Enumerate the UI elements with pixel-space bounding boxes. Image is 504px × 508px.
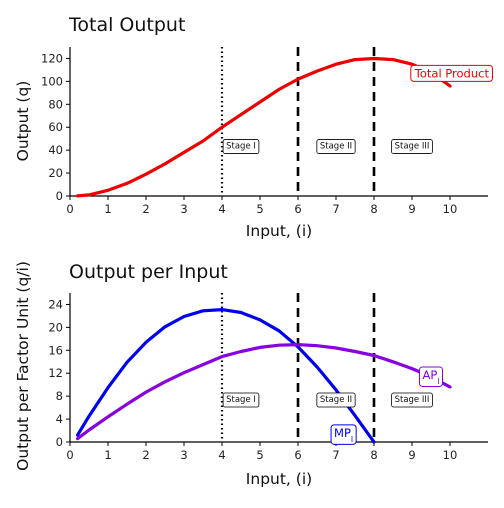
x-tick-label: 3 <box>180 448 187 462</box>
y-tick-label: 0 <box>56 189 63 203</box>
x-tick-label: 8 <box>370 448 377 462</box>
y-tick-label: 16 <box>48 343 63 357</box>
curve-label-box <box>418 366 444 387</box>
x-tick-label: 1 <box>104 448 111 462</box>
x-tick-label: 3 <box>180 202 187 216</box>
stage-label: Stage III <box>395 142 430 152</box>
x-axis-title: Input, (i) <box>246 470 312 488</box>
x-tick-label: 7 <box>332 448 339 462</box>
stage-label: Stage III <box>395 395 430 405</box>
x-tick-label: 1 <box>104 202 111 216</box>
x-tick-label: 6 <box>294 202 301 216</box>
stage-label-box <box>222 392 260 408</box>
curve-label-box <box>410 64 493 82</box>
y-tick-label: 4 <box>56 412 63 426</box>
panel-output-per-input: Output per Input Input, (i) Output per F… <box>14 261 488 488</box>
x-tick-label: 2 <box>142 448 149 462</box>
x-tick-label: 10 <box>443 448 458 462</box>
y-tick-label: 100 <box>41 74 63 88</box>
curve-label: Total Product <box>414 66 490 80</box>
x-tick-label: 0 <box>66 448 73 462</box>
stage-label-box <box>391 392 433 408</box>
curve-label-box <box>330 424 357 445</box>
stage-label-box <box>316 139 356 154</box>
y-tick-label: 60 <box>48 120 63 134</box>
series-line <box>76 343 452 441</box>
x-tick-label: 10 <box>443 202 458 216</box>
y-tick-label: 8 <box>56 389 63 403</box>
x-tick-label: 2 <box>142 202 149 216</box>
series-line <box>76 308 376 444</box>
x-tick-label: 6 <box>294 448 301 462</box>
y-axis-title: Output (q) <box>14 81 32 162</box>
y-tick-label: 80 <box>48 97 63 111</box>
stage-label-box <box>391 139 433 154</box>
x-axis-title: Input, (i) <box>246 222 312 240</box>
y-tick-label: 20 <box>48 320 63 334</box>
x-tick-label: 9 <box>408 202 415 216</box>
x-tick-label: 5 <box>256 202 263 216</box>
chart-title: Output per Input <box>69 261 228 283</box>
y-axis-title: Output per Factor Unit (q/i) <box>14 261 32 471</box>
curve-label: APl <box>422 368 439 386</box>
x-tick-label: 8 <box>370 202 377 216</box>
y-tick-label: 12 <box>48 366 63 380</box>
x-tick-label: 7 <box>332 202 339 216</box>
stage-label-box <box>316 392 356 408</box>
stage-label: Stage II <box>320 395 352 405</box>
y-tick-label: 120 <box>41 51 63 65</box>
stage-label: Stage II <box>320 142 352 152</box>
x-tick-label: 9 <box>408 448 415 462</box>
curve-label: MPl <box>334 426 353 444</box>
x-tick-label: 4 <box>218 448 225 462</box>
stage-label-box <box>222 139 260 154</box>
x-tick-label: 5 <box>256 448 263 462</box>
y-tick-label: 24 <box>48 297 63 311</box>
panel-total-output: Total Output Input, (i) Output (q) 0 1 2 3 4… <box>14 14 493 240</box>
series-line <box>76 56 452 198</box>
x-tick-label: 0 <box>66 202 73 216</box>
x-tick-label: 4 <box>218 202 225 216</box>
y-tick-label: 20 <box>48 166 63 180</box>
stage-label: Stage I <box>226 395 256 405</box>
y-tick-label: 0 <box>56 435 63 449</box>
chart-title: Total Output <box>68 14 185 36</box>
y-tick-label: 40 <box>48 143 63 157</box>
stage-label: Stage I <box>226 142 256 152</box>
